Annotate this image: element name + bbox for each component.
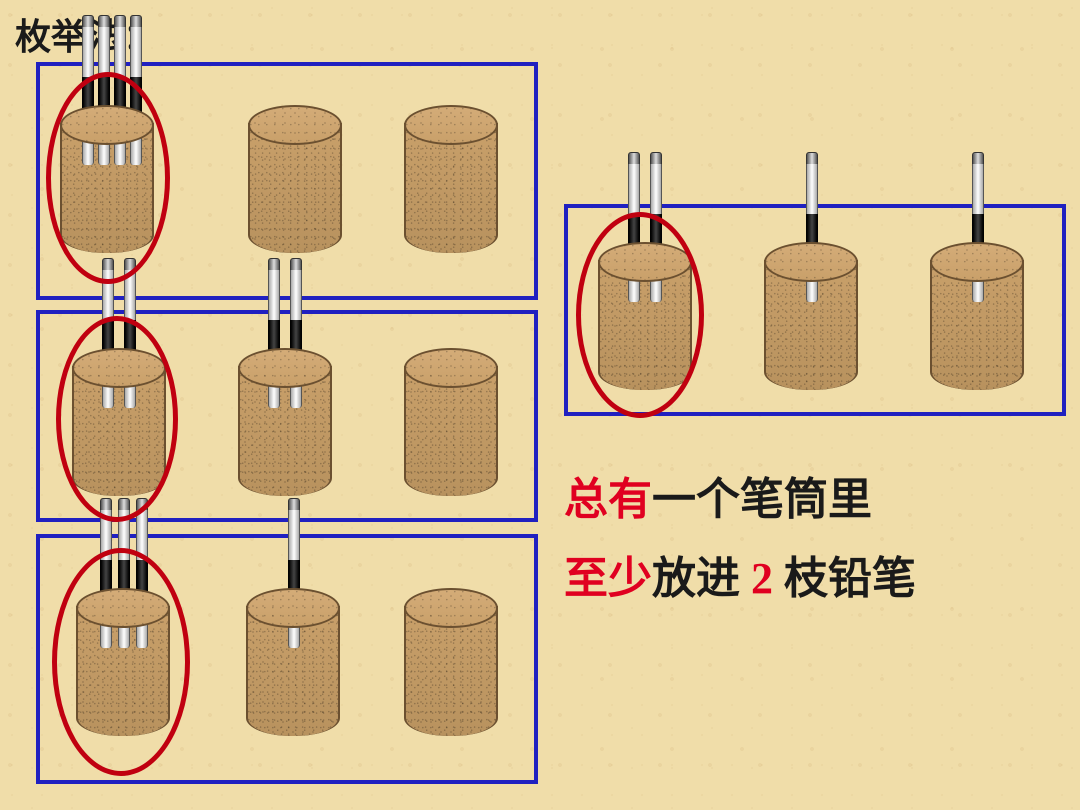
highlight-circle <box>46 72 170 284</box>
pencil-cup <box>404 348 494 498</box>
pencil-cup <box>238 348 328 498</box>
conclusion-text: 总有一个笔筒里至少放进 2 枝铅笔 <box>564 460 916 618</box>
pencil-cup <box>930 242 1020 392</box>
pencil-cup <box>764 242 854 392</box>
highlight-circle <box>56 316 178 522</box>
highlight-circle <box>52 548 190 776</box>
pencil-cup <box>246 588 336 738</box>
highlight-circle <box>576 212 704 418</box>
pencil-cup <box>404 588 494 738</box>
pencil-cup <box>404 105 494 255</box>
pencil-cup <box>248 105 338 255</box>
